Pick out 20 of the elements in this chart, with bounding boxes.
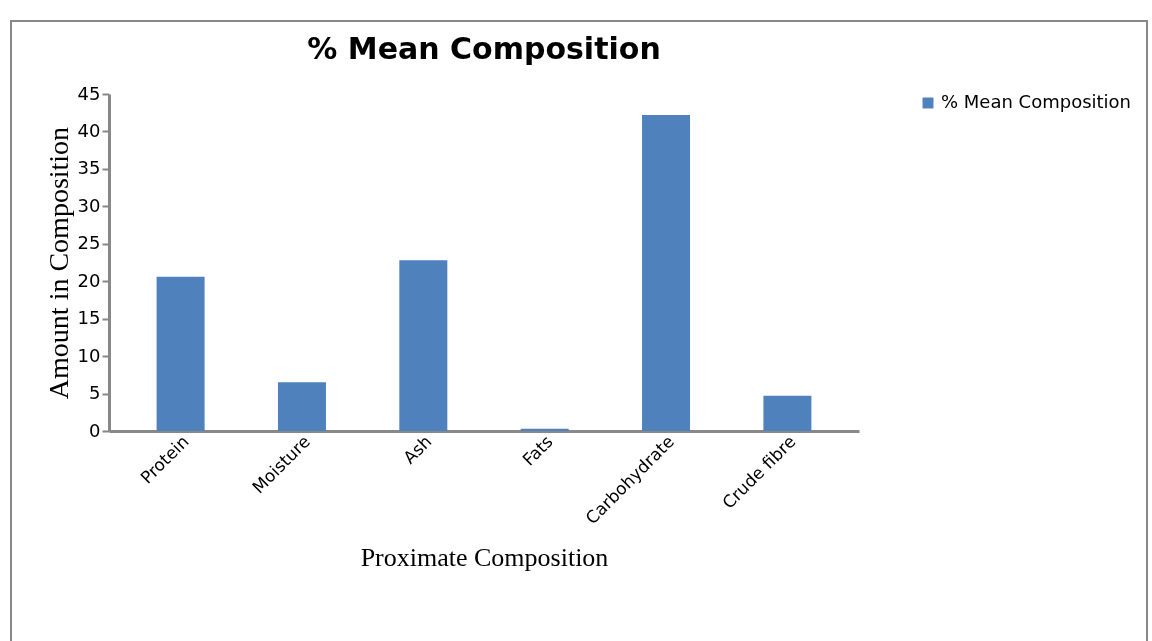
y-tick-label: 40 (77, 119, 101, 141)
x-tick-label: Ash (399, 431, 436, 468)
bar (763, 395, 812, 431)
y-tick-label: 0 (89, 419, 101, 441)
y-tick-label: 5 (89, 382, 101, 404)
y-tick-label: 20 (77, 269, 101, 291)
y-tick-label: 10 (77, 344, 101, 366)
y-axis-title: Amount in Composition (42, 126, 74, 400)
x-axis-title: Proximate Composition (360, 543, 609, 573)
chart-title: % Mean Composition (307, 31, 661, 66)
y-tick-label: 35 (77, 157, 101, 179)
y-tick-label: 30 (77, 194, 101, 216)
bar (156, 276, 205, 431)
y-tick-label: 25 (77, 232, 101, 254)
bar (277, 382, 326, 431)
legend-label: % Mean Composition (941, 91, 1132, 112)
y-tick-label: 45 (77, 82, 101, 104)
bar (399, 260, 448, 431)
bar (642, 114, 691, 431)
y-tick-label: 15 (77, 307, 101, 329)
